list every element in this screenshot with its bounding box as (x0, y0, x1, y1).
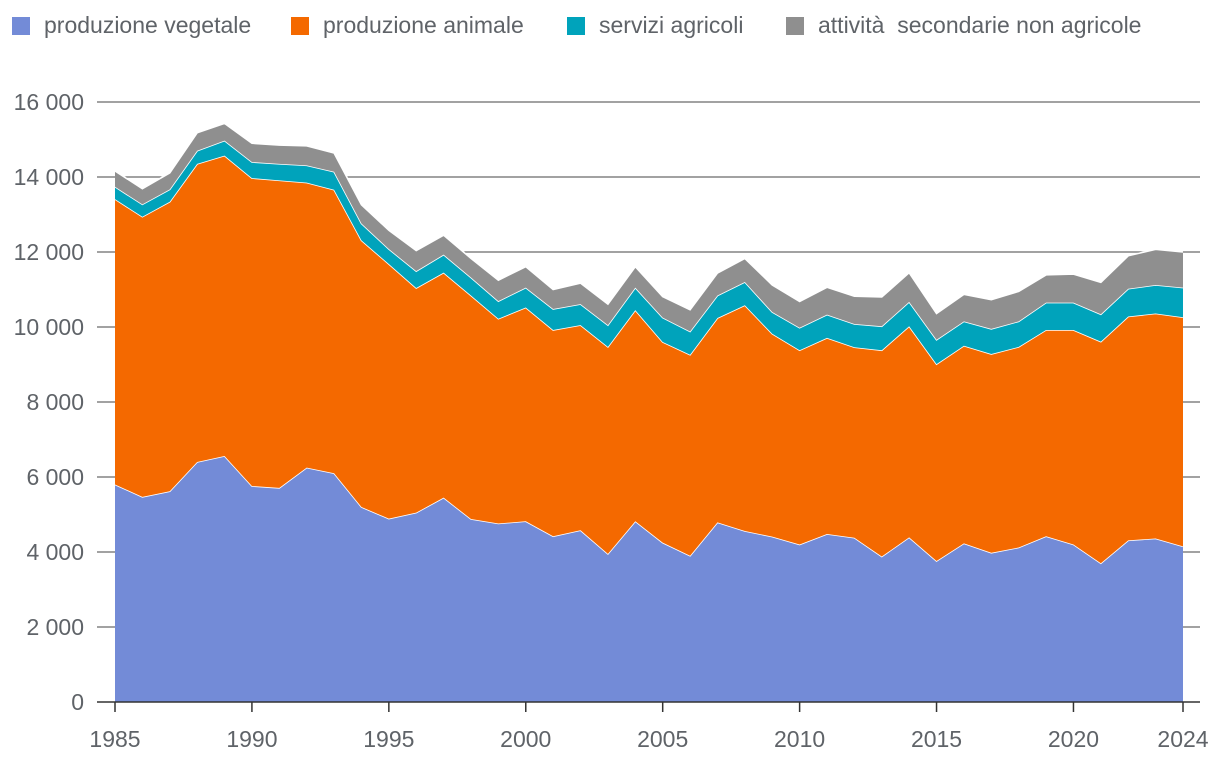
y-tick-label: 6 000 (26, 464, 84, 490)
x-tick-label: 2024 (1157, 726, 1208, 752)
area-series-servizi-agricoli (115, 140, 1183, 365)
legend-swatch (12, 16, 30, 35)
legend-item-produzione-vegetale: produzione vegetale (12, 12, 251, 39)
legend-swatch (786, 16, 804, 35)
legend-item-produzione-animale: produzione animale (291, 12, 524, 39)
chart-legend: produzione vegetale produzione animale s… (0, 0, 1220, 50)
x-tick-label: 2000 (500, 726, 551, 752)
legend-label: servizi agricoli (599, 12, 744, 38)
legend-item-attivita-secondarie: attività secondarie non agricole (786, 12, 1141, 39)
area-series-produzione-animale (115, 155, 1183, 564)
y-tick-label: 14 000 (14, 164, 84, 190)
y-tick-label: 8 000 (26, 389, 84, 415)
y-tick-label: 4 000 (26, 539, 84, 565)
y-tick-label: 10 000 (14, 314, 84, 340)
x-tick-label: 1985 (89, 726, 140, 752)
y-tick-label: 0 (71, 689, 84, 715)
y-tick-label: 2 000 (26, 614, 84, 640)
x-tick-label: 1990 (226, 726, 277, 752)
x-tick-label: 2020 (1048, 726, 1099, 752)
y-tick-label: 12 000 (14, 239, 84, 265)
x-tick-label: 2005 (637, 726, 688, 752)
area-series-attivit-secondarie-non-agricole (115, 123, 1183, 340)
x-tick-label: 1995 (363, 726, 414, 752)
legend-swatch (567, 16, 585, 35)
legend-item-servizi-agricoli: servizi agricoli (567, 12, 743, 39)
y-tick-label: 16 000 (14, 89, 84, 115)
series-boundary-line (114, 122, 1184, 315)
legend-label: produzione vegetale (44, 12, 252, 38)
x-tick-label: 2015 (911, 726, 962, 752)
x-tick-label: 2010 (774, 726, 825, 752)
legend-label: attività secondarie non agricole (818, 12, 1142, 38)
legend-swatch (291, 16, 309, 35)
area-series-produzione-vegetale (115, 456, 1183, 702)
legend-label: produzione animale (323, 12, 524, 38)
